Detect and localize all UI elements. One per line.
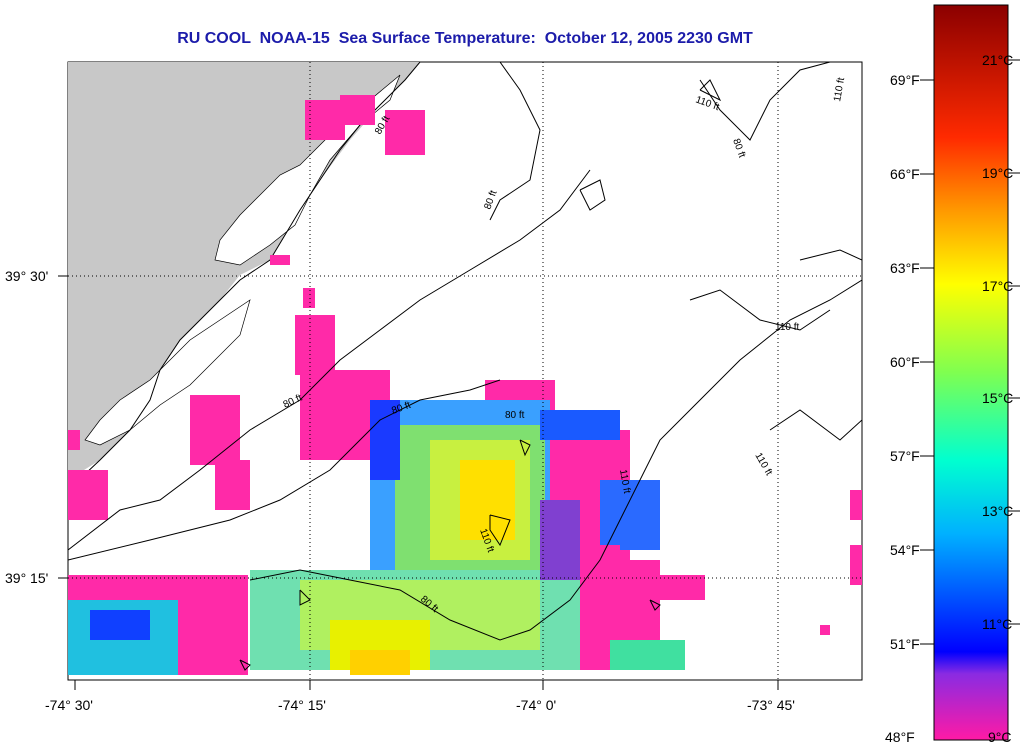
celsius-label: 9°C	[988, 729, 1012, 745]
svg-text:110 ft: 110 ft	[775, 322, 799, 333]
lon-label: -74° 0'	[516, 697, 557, 713]
fahrenheit-label: 57°F	[890, 448, 920, 464]
bathymetry-contours	[68, 62, 862, 671]
axis-ticks	[58, 275, 779, 690]
celsius-label: 11°C	[982, 616, 1013, 632]
fahrenheit-label: 60°F	[890, 354, 920, 370]
fahrenheit-label: 51°F	[890, 636, 920, 652]
fahrenheit-label: 54°F	[890, 542, 920, 558]
celsius-label: 21°C	[982, 52, 1014, 68]
map-title: RU COOL NOAA-15 Sea Surface Temperature:…	[177, 30, 753, 47]
sst-pixels	[68, 400, 685, 675]
svg-text:110 ft: 110 ft	[832, 76, 847, 102]
graticule	[68, 62, 862, 680]
lon-label: -74° 15'	[278, 697, 326, 713]
fahrenheit-label: 63°F	[890, 260, 920, 276]
fahrenheit-label: 66°F	[890, 166, 920, 182]
lon-label: -73° 45'	[747, 697, 795, 713]
color-bar-ticks	[920, 59, 1020, 645]
fahrenheit-label: 48°F	[885, 729, 915, 745]
celsius-label: 15°C	[982, 390, 1014, 406]
celsius-label: 19°C	[982, 165, 1014, 181]
celsius-label: 13°C	[982, 503, 1014, 519]
lat-label: 39° 30'	[5, 268, 49, 284]
celsius-label: 17°C	[982, 278, 1014, 294]
svg-text:80 ft: 80 ft	[505, 410, 525, 421]
svg-text:110 ft: 110 ft	[617, 469, 632, 495]
lon-label: -74° 30'	[45, 697, 93, 713]
fahrenheit-label: 69°F	[890, 72, 920, 88]
color-bar	[933, 4, 1009, 741]
lat-label: 39° 15'	[5, 570, 49, 586]
bay	[84, 299, 251, 446]
